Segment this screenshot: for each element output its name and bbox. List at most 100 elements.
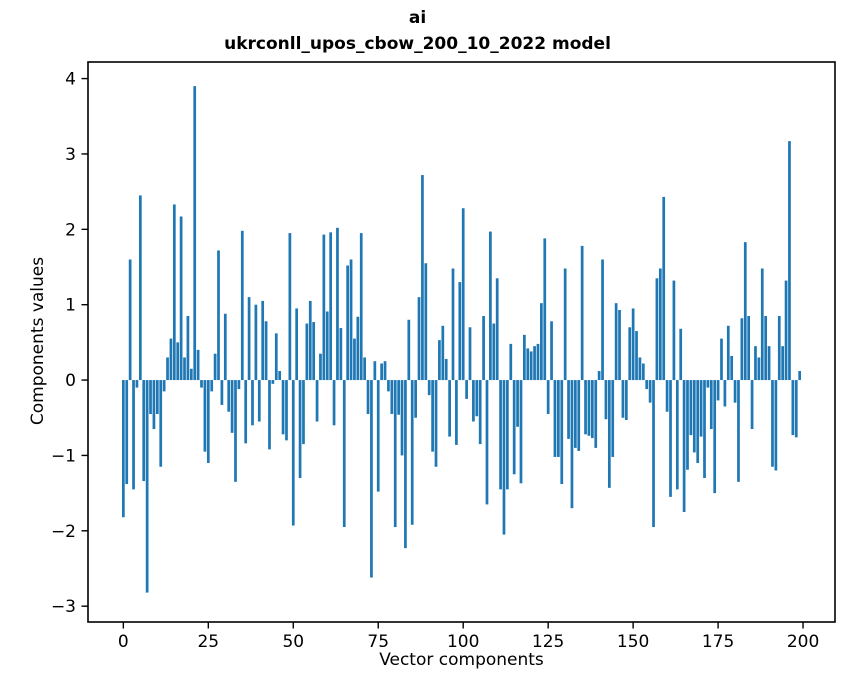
bar xyxy=(298,380,302,479)
bar xyxy=(142,380,146,482)
bar xyxy=(376,380,380,492)
bar xyxy=(604,380,608,420)
bar xyxy=(665,380,669,412)
bar xyxy=(220,380,224,405)
bar xyxy=(227,380,231,412)
bar xyxy=(169,338,173,381)
bar xyxy=(485,380,489,505)
bar xyxy=(699,380,703,437)
bar xyxy=(584,380,587,435)
bar xyxy=(563,268,567,381)
bar xyxy=(132,380,135,490)
x-axis-label: Vector components xyxy=(379,650,544,670)
bar xyxy=(451,268,455,381)
bar xyxy=(672,280,676,381)
bar xyxy=(217,250,220,381)
bar xyxy=(557,380,560,457)
bar xyxy=(189,368,193,381)
bar xyxy=(366,380,370,414)
bar xyxy=(662,196,666,381)
y-tick-label: 2 xyxy=(65,220,76,240)
bar xyxy=(533,346,536,381)
y-tick-label: −3 xyxy=(51,597,76,617)
bar xyxy=(465,380,468,399)
bar xyxy=(206,380,210,463)
x-tick-label: 50 xyxy=(282,632,304,652)
bar xyxy=(302,380,305,445)
x-tick-label: 150 xyxy=(617,632,649,652)
bar xyxy=(594,380,598,448)
bar xyxy=(308,300,312,381)
bar xyxy=(359,233,363,381)
bar xyxy=(332,380,336,426)
bar xyxy=(675,380,679,490)
bar xyxy=(652,380,655,528)
bar xyxy=(400,380,404,456)
bar xyxy=(720,338,723,381)
bar xyxy=(414,380,417,418)
bar xyxy=(234,380,237,482)
bar xyxy=(393,380,397,528)
bar xyxy=(370,380,373,578)
bar xyxy=(475,380,479,417)
bar xyxy=(159,380,163,467)
bar xyxy=(587,380,591,436)
bar xyxy=(757,357,761,381)
bar xyxy=(179,216,183,381)
bar xyxy=(692,380,696,453)
x-tick-label: 0 xyxy=(118,632,129,652)
bar xyxy=(509,343,513,381)
y-tick-label: −1 xyxy=(51,446,76,466)
bar xyxy=(315,380,319,422)
bar xyxy=(730,355,734,381)
bar xyxy=(166,357,169,381)
bar xyxy=(455,380,458,445)
bar xyxy=(580,245,584,381)
bar xyxy=(723,380,727,407)
bar xyxy=(682,380,686,512)
bar xyxy=(526,348,530,381)
y-tick-label: 3 xyxy=(65,145,76,165)
bar xyxy=(424,263,428,381)
bar xyxy=(407,319,411,381)
bar xyxy=(597,371,601,381)
bar xyxy=(706,380,710,388)
bar xyxy=(434,380,438,467)
bar xyxy=(339,328,343,381)
bar xyxy=(281,380,285,435)
bar xyxy=(251,380,254,426)
bar xyxy=(570,380,574,509)
y-tick-label: −2 xyxy=(51,522,76,542)
bar xyxy=(237,380,241,390)
bar xyxy=(512,380,516,475)
bar xyxy=(261,300,265,381)
bar xyxy=(641,363,645,381)
bar xyxy=(138,195,142,381)
bar xyxy=(747,316,751,381)
bar xyxy=(322,234,326,381)
bar xyxy=(478,380,482,445)
bar xyxy=(356,316,360,381)
bar xyxy=(319,353,322,381)
bar xyxy=(417,297,421,381)
bar xyxy=(495,278,499,381)
bar xyxy=(128,259,132,381)
bar xyxy=(383,361,387,381)
bar xyxy=(295,308,299,381)
bar xyxy=(336,227,339,381)
bar xyxy=(655,278,659,381)
bar xyxy=(567,380,570,439)
bar xyxy=(312,322,316,381)
bar xyxy=(149,380,152,414)
x-tick-label: 25 xyxy=(197,632,219,652)
y-tick-label: 0 xyxy=(65,371,76,391)
bar xyxy=(737,380,740,482)
bar xyxy=(285,380,288,441)
bar xyxy=(155,380,159,414)
bar xyxy=(553,380,557,457)
bar xyxy=(689,380,693,436)
bar xyxy=(669,380,672,497)
bar xyxy=(733,380,737,403)
